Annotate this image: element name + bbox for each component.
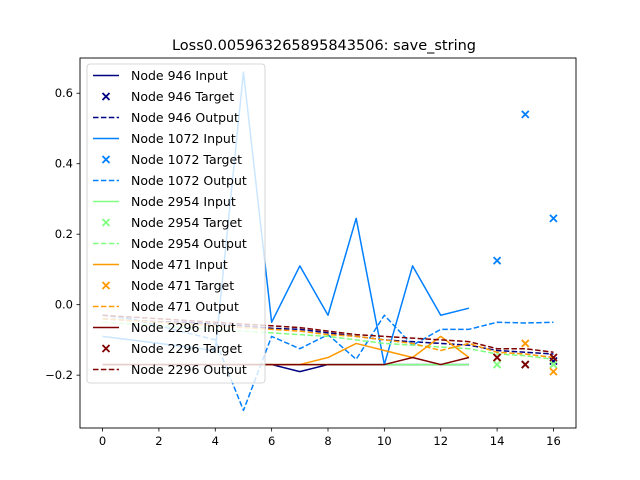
legend-label-node-1072-input: Node 1072 Input [131,131,236,146]
legend-label-node-946-output: Node 946 Output [131,110,239,125]
node-2296-target-marker [521,360,530,369]
node-2296-target-marker-x [521,360,530,369]
legend-label-node-2954-output: Node 2954 Output [131,236,247,251]
node-471-target-marker [549,367,558,376]
x-tick-label: 0 [99,434,106,448]
chart-title: Loss0.005963265895843506: save_string [172,38,476,54]
node-1072-target-marker-x [521,110,530,119]
y-tick-label: 0.4 [55,157,73,171]
legend-label-node-471-input: Node 471 Input [131,257,228,272]
node-2296-target-marker [549,353,558,362]
node-471-target-marker [521,339,530,348]
node-471-target-marker-x [521,339,530,348]
x-tick-label: 16 [546,434,561,448]
x-tick-label: 6 [268,434,275,448]
x-tick-label: 10 [377,434,392,448]
node-2954-target-marker [549,360,558,369]
node-2954-target-marker [492,360,502,369]
legend-label-node-2296-output: Node 2296 Output [131,362,247,377]
node-1072-target-marker [549,214,558,223]
node-1072-target-marker [492,256,502,265]
node-2954-target-marker-x [549,360,558,369]
legend-label-node-471-target: Node 471 Target [131,278,234,293]
legend: Node 946 Input Node 946 Target Node 946 Ou… [86,63,266,384]
node-2296-target-marker [492,353,502,362]
legend-label-node-471-output: Node 471 Output [131,299,239,314]
x-tick-label: 4 [212,434,219,448]
legend-label-node-1072-target: Node 1072 Target [131,152,242,167]
node-1072-target-marker-x [549,214,558,223]
legend-label-node-2954-input: Node 2954 Input [131,194,236,209]
y-tick-label: 0.2 [55,227,73,241]
node-471-target-marker-x [549,367,558,376]
x-tick-label: 14 [490,434,505,448]
legend-swatch-node-471-target [101,281,111,290]
legend-label-node-2296-target: Node 2296 Target [131,341,242,356]
node-2296-target-marker-x [549,353,558,362]
legend-box [86,63,266,384]
legend-label-node-946-input: Node 946 Input [131,68,228,83]
legend-swatch-node-946-target [101,92,111,101]
x-tick-label: 12 [433,434,448,448]
x-tick-label: 2 [155,434,162,448]
y-tick-label: 0.6 [55,86,73,100]
legend-label-node-946-target: Node 946 Target [131,89,234,104]
y-axis: −0.2 0.0 0.2 0.4 0.6 [45,86,80,382]
legend-swatch-node-2954-target [101,218,111,227]
node-2296-target-marker-x [492,353,502,362]
legend-label-node-1072-output: Node 1072 Output [131,173,247,188]
x-axis: 0 2 4 6 8 10 12 14 16 [99,428,561,448]
node-1072-target-marker-x [492,256,502,265]
legend-label-node-2954-target: Node 2954 Target [131,215,242,230]
x-tick-label: 8 [324,434,331,448]
node-1072-target-marker [521,110,530,119]
legend-swatch-node-2296-target [101,344,111,353]
legend-label-node-2296-input: Node 2296 Input [131,320,236,335]
y-tick-label: 0.0 [55,298,73,312]
node-2954-target-marker-x [492,360,502,369]
legend-swatch-node-1072-target [101,155,111,164]
y-tick-label: −0.2 [45,368,73,382]
